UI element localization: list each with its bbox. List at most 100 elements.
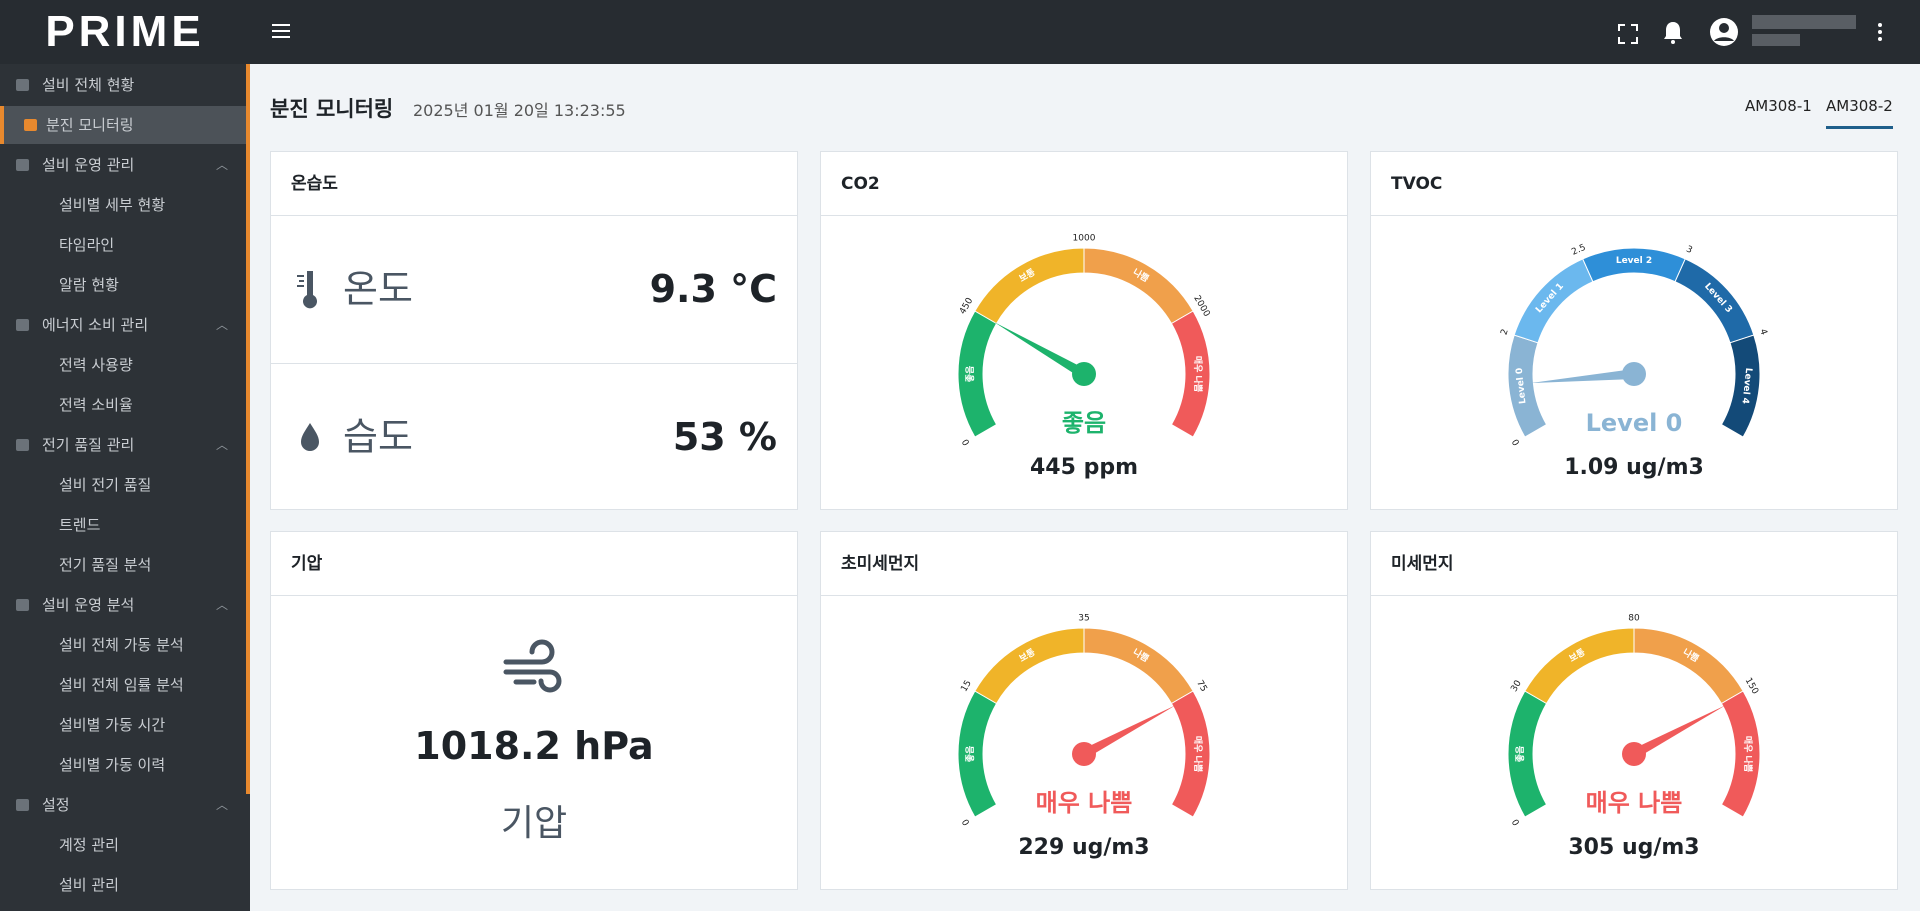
nav-item[interactable]: 설비 운영 관리 ︿ [0,146,246,184]
menu-button[interactable] [272,24,290,38]
tab[interactable]: AM308-1 [1745,97,1812,115]
segment-label: 좋음 [1515,746,1526,763]
gauge-tick-label: 2 [1499,328,1510,337]
gauge-segment [1170,690,1211,818]
icon-shape [297,271,317,309]
nav-chevron: ︿ [215,318,228,332]
segment-label: Level 2 [1616,256,1652,266]
segment-label: 좋음 [965,366,976,383]
nav-icon [16,599,29,611]
nav-chevron: ︿ [215,598,228,612]
gauge-value: 305 ug/m3 [1568,835,1699,860]
card: 기압 1018.2 hPa 기압 [270,531,798,890]
gauge-needle [993,322,1087,379]
segment-label: Level 0 [1515,367,1529,404]
nav-label: 설비별 가동 시간 [59,716,166,734]
tab[interactable]: AM308-2 [1826,92,1893,129]
gauge-segment [1720,690,1761,818]
nav-label: 설비 전체 현황 [42,76,135,94]
metric-label: 온도 [343,267,413,311]
nav-subitem[interactable]: 설비별 가동 이력 [0,746,246,784]
card-title: 미세먼지 [1371,532,1897,596]
gauge-tick-label: 35 [1078,614,1089,624]
nav-label: 계정 관리 [59,836,119,854]
nav-subitem[interactable]: 전기 품질 분석 [0,546,246,584]
nav-icon [16,79,29,91]
gauge-segment [1524,627,1635,705]
card-title: CO2 [821,152,1347,216]
nav-subitem[interactable]: 설비 관리 [0,866,246,904]
nav-label: 설비 운영 분석 [42,596,135,614]
segment-label: Level 4 [1740,367,1754,404]
segment-label: 매우 나쁨 [1192,356,1204,392]
nav-subitem[interactable]: 설비별 가동 시간 [0,706,246,744]
nav-subitem[interactable]: 설비 전체 임률 분석 [0,666,246,704]
gauge-tick-label: 3 [1684,244,1693,255]
nav-subitem[interactable]: 타임라인 [0,226,246,264]
gauge-tick-label: 0 [961,817,973,827]
metric-icon [297,271,317,309]
nav-label: 설비별 세부 현황 [59,196,166,214]
pressure-value: 1018.2 hPa [414,724,654,768]
card-body: 온도 9.3 °C 습도 53 % [271,216,797,509]
nav-subitem[interactable]: 계정 관리 [0,826,246,864]
nav-label: 전력 사용량 [59,356,133,374]
card: CO2 좋음 보통 나쁨 매우 나쁨 0 450 1000 2000 좋음 445 ppm [820,151,1348,510]
top-bar: PRIME [0,0,1920,64]
gauge-segment [974,247,1085,325]
gauge-tick-label: 80 [1628,614,1640,624]
metric-icon [301,423,319,451]
nav-subitem[interactable]: 설비별 세부 현황 [0,186,246,224]
nav-label: 설비별 가동 이력 [59,756,166,774]
nav-item[interactable]: 전기 품질 관리 ︿ [0,426,246,464]
nav-label: 설비 전체 가동 분석 [59,636,184,654]
icon-shape [301,423,319,451]
nav-item[interactable]: 설비 운영 분석 ︿ [0,586,246,624]
segment-label: 매우 나쁨 [1742,736,1754,772]
gauge-status: Level 0 [1586,409,1683,437]
gauge-status: 매우 나쁨 [1036,789,1133,817]
logo[interactable]: PRIME [45,7,205,56]
gauge-tick-label: 4 [1757,328,1768,337]
gauge-hub [1072,742,1096,766]
gauge-hub [1622,362,1646,386]
card-body: 좋음 보통 나쁨 매우 나쁨 0 30 80 150 매우 나쁨 305 ug/m3 [1371,596,1897,889]
user-avatar[interactable] [1710,18,1738,46]
nav-chevron: ︿ [215,798,228,812]
nav-subitem[interactable]: 알람 현황 [0,266,246,304]
gauge-segment [1083,247,1194,325]
nav-item[interactable]: 에너지 소비 관리 ︿ [0,306,246,344]
gauge-tick-label: 0 [1511,817,1523,827]
card-body: 좋음 보통 나쁨 매우 나쁨 0 15 35 75 매우 나쁨 229 ug/m3 [821,596,1347,889]
nav-item[interactable]: 설비 전체 현황 [0,66,246,104]
gauge-segment [1633,627,1744,705]
gauge-needle [1530,369,1635,384]
nav-subitem[interactable]: 설비 전기 품질 [0,466,246,504]
gauge-segment [1507,334,1548,438]
nav-subitem[interactable]: 전력 사용량 [0,346,246,384]
nav-item[interactable]: 분진 모니터링 [0,106,246,144]
nav-subitem[interactable]: 설비 전체 가동 분석 [0,626,246,664]
nav-label: 전기 품질 분석 [59,556,152,574]
nav-label: 전력 소비율 [59,396,133,414]
more-button[interactable] [1878,23,1882,41]
page-title: 분진 모니터링 [270,97,394,121]
card-title: 기압 [271,532,797,596]
nav-label: 설비 관리 [59,876,119,894]
nav-label: 분진 모니터링 [46,116,134,134]
nav-subitem[interactable]: 전력 소비율 [0,386,246,424]
nav-subitem[interactable]: 트렌드 [0,506,246,544]
nav-item[interactable]: 설정 ︿ [0,786,246,824]
card-body: 1018.2 hPa 기압 [271,596,797,889]
nav-label: 전기 품질 관리 [42,436,135,454]
notification-button[interactable] [1664,22,1682,44]
fullscreen-button[interactable] [1618,24,1638,44]
nav-label: 설정 [42,796,70,814]
